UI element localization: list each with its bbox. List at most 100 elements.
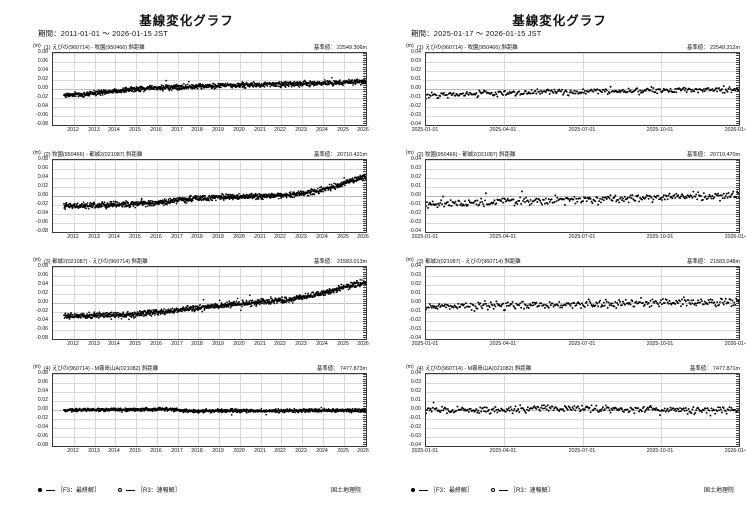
series-label: (1) えびの(960714) - 牧園(950466) 斜距離	[44, 45, 145, 51]
open-circle-icon	[118, 488, 122, 493]
x-tick-label: 2026-01-01	[724, 341, 746, 347]
chart-header: (m) (2) 牧園(950466) - 都城2(021087) 斜距離 基準値： …	[373, 150, 746, 161]
minor-tick	[363, 109, 366, 110]
gridline-vertical	[302, 267, 303, 339]
minor-tick	[363, 165, 366, 166]
x-tick-label: 2022	[274, 448, 286, 454]
minor-tick	[363, 105, 366, 106]
y-tick-label: -0.03	[409, 326, 421, 332]
x-tick-label: 2026	[357, 234, 369, 240]
series-label: (1) えびの(960714) - 牧園(950466) 斜距離	[417, 45, 518, 51]
y-tick-label: 0.02	[410, 174, 421, 180]
x-tick-label: 2025-07-01	[568, 448, 596, 454]
minor-tick	[363, 326, 366, 327]
minor-tick	[736, 109, 739, 110]
minor-tick	[363, 278, 366, 279]
minor-tick	[363, 272, 366, 273]
minor-tick	[363, 421, 366, 422]
minor-tick	[736, 412, 739, 413]
plot-area	[425, 52, 740, 126]
minor-tick	[363, 203, 366, 204]
y-tick-label: 0.03	[410, 272, 421, 278]
plot-area	[52, 159, 367, 233]
unit-label: (m)	[406, 257, 414, 263]
minor-tick	[736, 121, 739, 122]
x-tick-label: 2025-07-01	[568, 234, 596, 240]
minor-tick	[736, 417, 739, 418]
minor-tick	[736, 285, 739, 286]
plot-area	[425, 159, 740, 233]
gridline-horizontal	[53, 187, 366, 188]
y-tick-label: -0.06	[36, 219, 48, 225]
minor-tick	[363, 317, 366, 318]
minor-tick	[736, 221, 739, 222]
minor-tick	[736, 296, 739, 297]
minor-tick	[736, 397, 739, 398]
minor-tick	[363, 285, 366, 286]
minor-tick	[363, 319, 366, 320]
chart-right-2: (m) (2) 牧園(950466) - 都城2(021087) 斜距離 基準値： …	[373, 150, 746, 257]
minor-tick	[736, 274, 739, 275]
x-tick-label: 2025-04-01	[489, 341, 517, 347]
x-tick-label: 2012	[67, 127, 79, 133]
x-tick-label: 2023	[295, 234, 307, 240]
baseline-value-label: 基準値： 22549.312m	[686, 45, 740, 51]
minor-tick	[363, 73, 366, 74]
minor-tick	[363, 169, 366, 170]
minor-tick	[363, 196, 366, 197]
minor-tick	[736, 376, 739, 377]
x-tick-label: 2025	[337, 341, 349, 347]
gridline-horizontal	[53, 125, 366, 126]
panel-left-title: 基線変化グラフ	[139, 14, 234, 28]
x-tick-label: 2025	[337, 448, 349, 454]
minor-tick	[736, 160, 739, 161]
unit-label: (m)	[33, 150, 41, 156]
y-tick-label: -0.06	[36, 433, 48, 439]
minor-tick	[736, 385, 739, 386]
x-tick-label: 2024	[316, 234, 328, 240]
minor-tick	[736, 388, 739, 389]
panel-right-title: 基線変化グラフ	[512, 14, 607, 28]
minor-tick	[736, 232, 739, 233]
gridline-horizontal	[426, 383, 739, 384]
y-tick-label: -0.06	[36, 112, 48, 118]
minor-tick	[736, 201, 739, 202]
open-circle-icon	[491, 488, 495, 493]
minor-tick	[736, 105, 739, 106]
gridline-vertical	[240, 53, 241, 125]
minor-tick	[736, 424, 739, 425]
gridline-horizontal	[426, 401, 739, 402]
minor-tick	[736, 267, 739, 268]
gridline-horizontal	[426, 312, 739, 313]
gridline-vertical	[344, 160, 345, 232]
y-tick-label: 0.03	[410, 165, 421, 171]
data-series	[63, 76, 366, 99]
gridline-horizontal	[426, 321, 739, 322]
chart-header: (m) (1) えびの(960714) - 牧園(950466) 斜距離 基準値： …	[373, 43, 746, 54]
y-tick-label: -0.02	[409, 317, 421, 323]
x-tick-label: 2026	[357, 127, 369, 133]
data-series	[426, 85, 739, 100]
minor-tick	[363, 419, 366, 420]
series-label: (3) 都城2(021087) - えびの(960714) 斜距離	[44, 259, 148, 265]
baseline-value-label: 基準値： 22549.306m	[313, 45, 367, 51]
minor-tick	[736, 328, 739, 329]
organization-label: 国土地理院	[330, 488, 361, 494]
x-tick-label: 2013	[88, 234, 100, 240]
gridline-horizontal	[426, 125, 739, 126]
legend-line-icon	[46, 489, 55, 491]
minor-tick	[736, 73, 739, 74]
x-tick-label: 2015	[129, 234, 141, 240]
x-tick-label: 2020	[233, 127, 245, 133]
minor-tick	[363, 287, 366, 288]
y-tick-label: -0.02	[409, 210, 421, 216]
gridline-vertical	[136, 160, 137, 232]
gridline-horizontal	[426, 267, 739, 268]
y-tick-label: 0.02	[410, 388, 421, 394]
minor-tick	[736, 183, 739, 184]
minor-tick	[736, 230, 739, 231]
minor-tick	[363, 76, 366, 77]
minor-tick	[736, 390, 739, 391]
gridline-horizontal	[426, 339, 739, 340]
